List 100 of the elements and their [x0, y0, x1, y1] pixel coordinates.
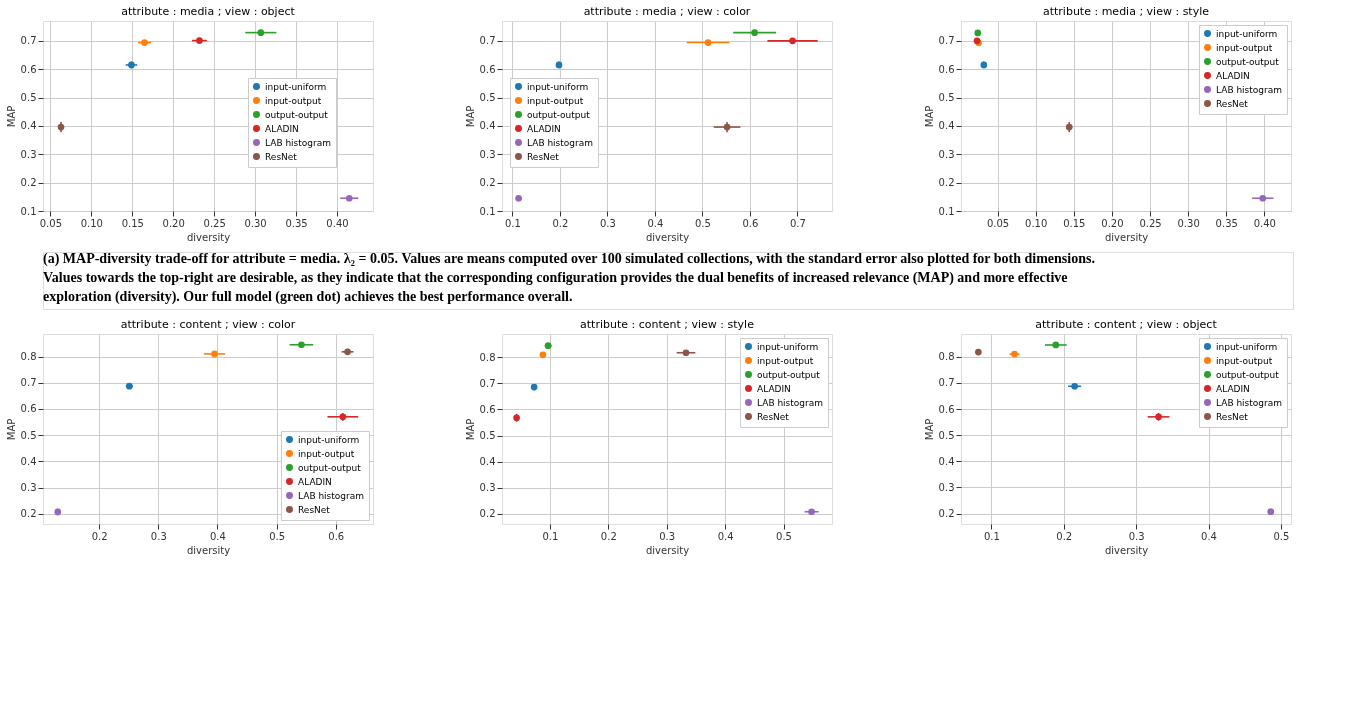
y-axis-title: MAP — [5, 105, 17, 128]
legend-label: LAB histogram — [757, 397, 824, 408]
chart-title: attribute : content ; view : style — [580, 318, 755, 331]
legend-label: LAB histogram — [1216, 84, 1283, 95]
y-tick-label: 0.2 — [20, 177, 37, 189]
x-tick-label: 0.20 — [1101, 217, 1124, 229]
legend-label: LAB histogram — [527, 137, 594, 148]
x-tick-label: 0.35 — [285, 217, 308, 229]
legend-label: input-uniform — [757, 341, 819, 352]
legend-label: input-output — [757, 355, 814, 366]
legend-label: ResNet — [298, 504, 331, 515]
x-axis-title: diversity — [645, 544, 690, 556]
x-tick-label: 0.4 — [210, 530, 226, 542]
y-tick-label: 0.5 — [20, 429, 37, 441]
y-tick-label: 0.2 — [20, 508, 37, 520]
y-tick-label: 0.6 — [938, 63, 955, 75]
y-tick-label: 0.6 — [20, 403, 37, 415]
x-tick-label: 0.25 — [1139, 217, 1162, 229]
y-tick-label: 0.4 — [938, 455, 955, 467]
y-tick-label: 0.2 — [938, 508, 955, 520]
x-tick-label: 0.05 — [39, 217, 62, 229]
x-tick-label: 0.3 — [1128, 530, 1145, 542]
y-tick-label: 0.6 — [20, 63, 37, 75]
legend-label: ALADIN — [1216, 383, 1250, 394]
y-tick-label: 0.3 — [479, 148, 496, 160]
legend-label: LAB histogram — [298, 490, 365, 501]
y-tick-label: 0.4 — [479, 120, 496, 132]
y-tick-label: 0.5 — [20, 92, 37, 104]
x-tick-label: 0.10 — [1025, 217, 1048, 229]
chart-title: attribute : content ; view : object — [1035, 318, 1218, 331]
legend-label: input-output — [298, 448, 355, 459]
y-tick-label: 0.4 — [20, 455, 37, 467]
y-tick-label: 0.1 — [20, 205, 37, 217]
y-tick-label: 0.5 — [938, 92, 955, 104]
x-tick-label: 0.2 — [91, 530, 108, 542]
y-tick-label: 0.5 — [479, 430, 496, 442]
x-tick-label: 0.05 — [986, 217, 1010, 229]
y-tick-label: 0.1 — [479, 205, 496, 217]
legend-label: input-uniform — [265, 81, 327, 92]
y-axis-title: MAP — [5, 418, 17, 441]
x-tick-label: 0.30 — [244, 217, 267, 229]
y-tick-label: 0.3 — [938, 481, 955, 493]
x-tick-label: 0.5 — [1273, 530, 1290, 542]
x-tick-label: 0.4 — [647, 217, 664, 229]
y-tick-label: 0.4 — [479, 456, 496, 468]
legend-label: input-uniform — [298, 434, 360, 445]
chart-title: attribute : media ; view : style — [1042, 5, 1210, 18]
legend-label: LAB histogram — [1216, 397, 1283, 408]
x-tick-label: 0.6 — [328, 530, 345, 542]
y-tick-label: 0.7 — [20, 35, 37, 47]
y-tick-label: 0.2 — [479, 508, 496, 520]
y-tick-label: 0.6 — [479, 403, 496, 415]
y-tick-label: 0.6 — [938, 403, 955, 415]
legend-label: ResNet — [265, 151, 298, 162]
y-tick-label: 0.3 — [20, 148, 37, 160]
legend-label: output-output — [757, 369, 821, 380]
legend-label: input-output — [1216, 42, 1273, 53]
y-tick-label: 0.3 — [938, 148, 955, 160]
x-tick-label: 0.20 — [162, 217, 185, 229]
x-tick-label: 0.1 — [542, 530, 559, 542]
x-tick-label: 0.2 — [600, 530, 617, 542]
y-tick-label: 0.3 — [479, 482, 496, 494]
legend-label: ALADIN — [265, 123, 299, 134]
legend-label: input-uniform — [1216, 28, 1278, 39]
x-tick-label: 0.5 — [694, 217, 711, 229]
x-tick-label: 0.15 — [1063, 217, 1086, 229]
legend-label: LAB histogram — [265, 137, 332, 148]
y-tick-label: 0.5 — [938, 429, 955, 441]
legend-label: output-output — [1216, 369, 1280, 380]
x-tick-label: 0.5 — [776, 530, 792, 542]
legend-label: input-uniform — [527, 81, 589, 92]
x-axis-title: diversity — [645, 231, 690, 243]
x-axis-title: diversity — [186, 231, 231, 243]
x-tick-label: 0.40 — [326, 217, 349, 229]
x-tick-label: 0.5 — [269, 530, 286, 542]
y-tick-label: 0.6 — [479, 63, 496, 75]
x-tick-label: 0.1 — [983, 530, 1000, 542]
x-axis-title: diversity — [186, 544, 231, 556]
x-tick-label: 0.35 — [1215, 217, 1238, 229]
x-tick-label: 0.3 — [150, 530, 167, 542]
y-tick-label: 0.1 — [938, 205, 955, 217]
legend-label: ALADIN — [1216, 70, 1250, 81]
text: (a) MAP-diversity trade-off for attribute = media. λ₂ = 0.05. Values are means computed over 100 simulated collections, with the standard error also plotted for both dimensions. Values towards the top-right are desirable, as they indicate that the corresponding configuration provides the dual benefits of increased relevance (MAP) and more effective exploration (diversity). Our full model (green dot) achieves the best performance overall. — [43, 251, 1095, 305]
legend-label: ResNet — [1216, 411, 1249, 422]
y-tick-label: 0.8 — [479, 351, 496, 363]
y-axis-title: MAP — [923, 418, 935, 441]
x-tick-label: 0.15 — [121, 217, 144, 229]
x-tick-label: 0.40 — [1253, 217, 1276, 229]
x-tick-label: 0.3 — [659, 530, 676, 542]
legend-label: ResNet — [527, 151, 560, 162]
legend-label: input-output — [1216, 355, 1273, 366]
legend-label: output-output — [1216, 56, 1280, 67]
legend-label: ALADIN — [298, 476, 332, 487]
x-tick-label: 0.2 — [552, 217, 569, 229]
legend-label: ALADIN — [757, 383, 791, 394]
chart-title: attribute : content ; view : color — [120, 318, 296, 331]
y-tick-label: 0.2 — [479, 177, 496, 189]
y-tick-label: 0.7 — [938, 35, 955, 47]
chart-title: attribute : media ; view : color — [583, 5, 751, 18]
y-axis-title: MAP — [923, 105, 935, 128]
